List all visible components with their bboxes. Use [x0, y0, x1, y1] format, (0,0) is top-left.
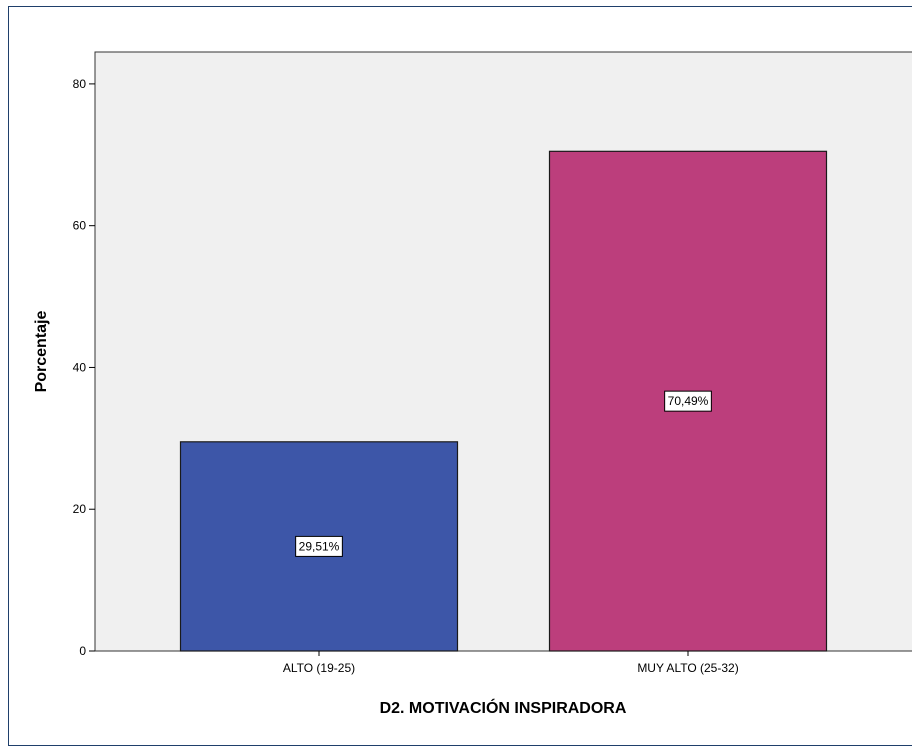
data-label-box: [664, 390, 712, 412]
y-axis-ticks: 0 20 40 60 80: [73, 77, 95, 658]
data-label: 70,49%: [668, 394, 709, 408]
y-tick-label: 0: [79, 644, 86, 658]
y-tick-label: 20: [73, 502, 87, 516]
x-axis-tick-labels: ALTO (19-25) MUY ALTO (25-32): [283, 651, 739, 675]
x-tick-label: ALTO (19-25): [283, 661, 355, 675]
y-tick-label: 40: [73, 360, 87, 374]
data-label-box: [295, 535, 343, 557]
y-tick-label: 60: [73, 219, 87, 233]
x-tick-label: MUY ALTO (25-32): [637, 661, 738, 675]
y-axis-title: Porcentaje: [33, 310, 50, 392]
data-label: 29,51%: [299, 539, 340, 553]
bars: 29,51% 70,49%: [179, 150, 828, 652]
y-tick-label: 80: [73, 77, 87, 91]
x-axis-title: D2. MOTIVACIÓN INSPIRADORA: [380, 698, 627, 717]
